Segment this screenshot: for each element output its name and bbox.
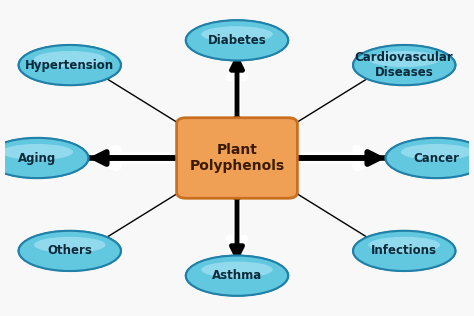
Text: Cancer: Cancer [414,151,460,165]
Ellipse shape [0,138,88,178]
Ellipse shape [18,230,122,272]
Ellipse shape [18,45,121,85]
Ellipse shape [352,230,456,272]
Ellipse shape [186,20,288,60]
Ellipse shape [368,237,440,253]
Ellipse shape [384,137,474,179]
Ellipse shape [201,262,273,278]
Ellipse shape [0,137,90,179]
Text: Diabetes: Diabetes [208,34,266,47]
Ellipse shape [368,51,440,67]
Text: Hypertension: Hypertension [25,58,114,72]
Ellipse shape [201,26,273,42]
Ellipse shape [34,237,106,253]
FancyBboxPatch shape [177,118,297,198]
Ellipse shape [18,231,121,271]
Text: Asthma: Asthma [212,269,262,282]
Ellipse shape [353,231,456,271]
Text: Cardiovascular
Diseases: Cardiovascular Diseases [355,51,454,79]
Ellipse shape [386,138,474,178]
Ellipse shape [401,144,473,160]
Ellipse shape [34,51,106,67]
Ellipse shape [1,144,73,160]
Ellipse shape [185,255,289,297]
Text: Others: Others [47,244,92,258]
Text: Aging: Aging [18,151,56,165]
Text: Plant
Polyphenols: Plant Polyphenols [190,143,284,173]
Ellipse shape [353,45,456,85]
Text: Infections: Infections [371,244,437,258]
Ellipse shape [186,256,288,296]
Ellipse shape [18,44,122,86]
Ellipse shape [352,44,456,86]
Ellipse shape [185,19,289,61]
